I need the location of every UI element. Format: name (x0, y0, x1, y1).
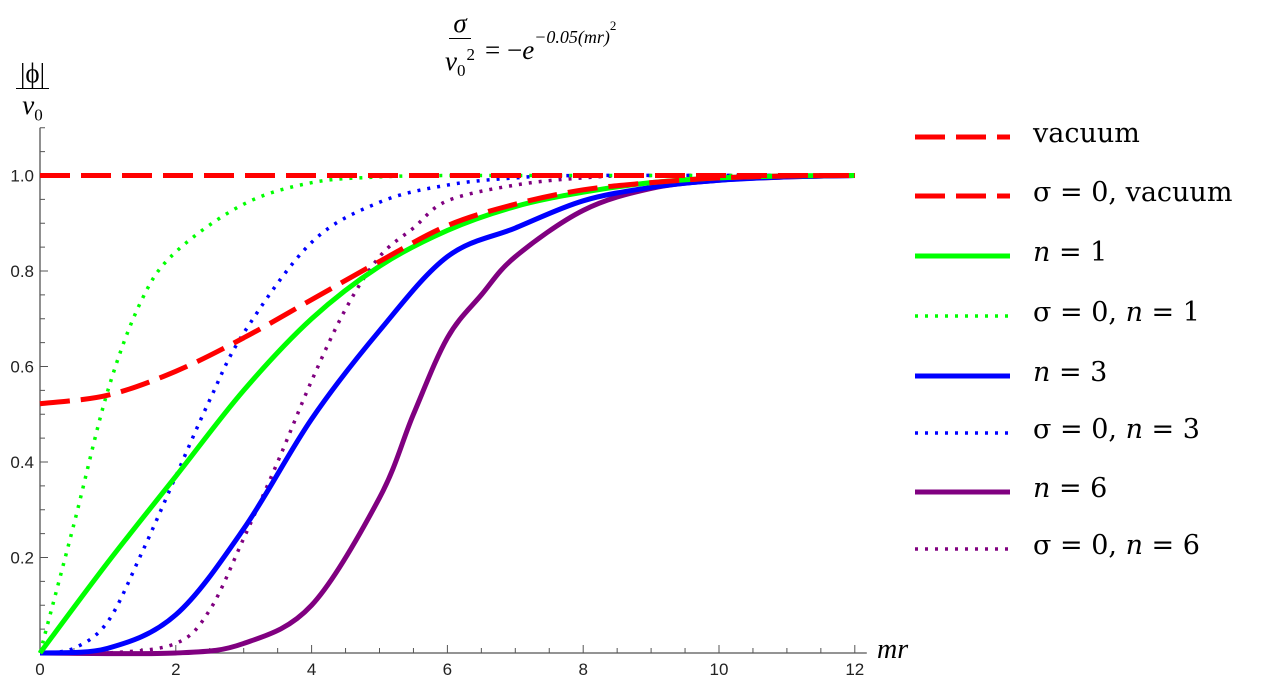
title-fraction: σ v02 (445, 8, 475, 87)
legend-label: n = 1 (1125, 297, 1200, 328)
y-tick-label: 0.4 (10, 453, 34, 472)
legend-label: n = 1 (1033, 237, 1108, 268)
series-line-n-6 (39, 173, 855, 657)
y-label-sub: 0 (34, 105, 43, 125)
legend-item-vacuum: vacuum (1033, 119, 1140, 149)
title-den-sup: 2 (466, 45, 475, 64)
legend-item-n-1: n = 1 (1033, 238, 1107, 268)
title-rhs: = −e−0.05(mr)2 (484, 18, 616, 66)
title-exponent-sup: 2 (609, 17, 617, 33)
legend-item-sigma-0-n-1: σ = 0, n = 1 (1033, 298, 1200, 328)
series-line-vacuum (39, 173, 855, 407)
title-den-v: v (445, 46, 457, 76)
y-tick-label: 0.8 (10, 262, 34, 281)
x-tick-label: 10 (710, 660, 729, 679)
x-tick-label: 6 (443, 660, 452, 679)
legend-prefix: σ = 0, (1033, 530, 1117, 561)
title-exponent: −0.05(mr) (534, 26, 610, 47)
legend-label: vacuum (1033, 118, 1140, 149)
series-line-sigma-0-n-1 (38, 173, 855, 654)
legend-label: n = 6 (1125, 530, 1200, 561)
chart-title: σ v02 = −e−0.05(mr)2 (445, 8, 616, 87)
legend-prefix: σ = 0, (1033, 177, 1117, 208)
x-tick-label: 12 (845, 660, 864, 679)
legend-item-sigma-0-n-6: σ = 0, n = 6 (1033, 531, 1200, 561)
y-label-numerator: |ϕ| (16, 58, 50, 89)
title-denominator: v02 (445, 39, 475, 87)
legend-label: n = 3 (1125, 414, 1200, 445)
legend-prefix: σ = 0, (1033, 414, 1117, 445)
x-tick-label: 4 (307, 660, 316, 679)
series-line-n-1 (37, 173, 855, 655)
legend-prefix: σ = 0, (1033, 297, 1117, 328)
x-axis-label: mr (877, 634, 909, 665)
legend-item-n-6: n = 6 (1033, 474, 1107, 504)
legend-label: n = 3 (1033, 357, 1108, 388)
x-tick-label: 2 (171, 660, 180, 679)
y-tick-label: 0.6 (10, 358, 34, 377)
legend-label: vacuum (1116, 177, 1233, 208)
x-tick-label: 8 (578, 660, 587, 679)
y-axis-label: |ϕ| v0 (16, 58, 50, 131)
title-numerator: σ (449, 8, 471, 39)
y-label-v: v (22, 90, 35, 120)
series-line-n-3 (39, 173, 855, 656)
series-line-sigma-0-n-3 (39, 173, 855, 655)
series-line-sigma-0-n-6 (39, 173, 855, 656)
y-label-denominator: v0 (22, 89, 42, 131)
legend-item-sigma-0-n-3: σ = 0, n = 3 (1033, 415, 1200, 445)
title-exp-base: e (522, 34, 535, 65)
legend-item-n-3: n = 3 (1033, 358, 1107, 388)
title-den-sub: 0 (456, 61, 466, 81)
legend-label: n = 6 (1033, 473, 1108, 504)
legend-item-sigma-0-vacuum: σ = 0, vacuum (1033, 178, 1232, 208)
title-equals: = − (484, 34, 523, 65)
x-tick-label: 0 (35, 660, 44, 679)
y-tick-label: 0.2 (10, 549, 34, 568)
y-tick-label: 1.0 (10, 167, 34, 186)
